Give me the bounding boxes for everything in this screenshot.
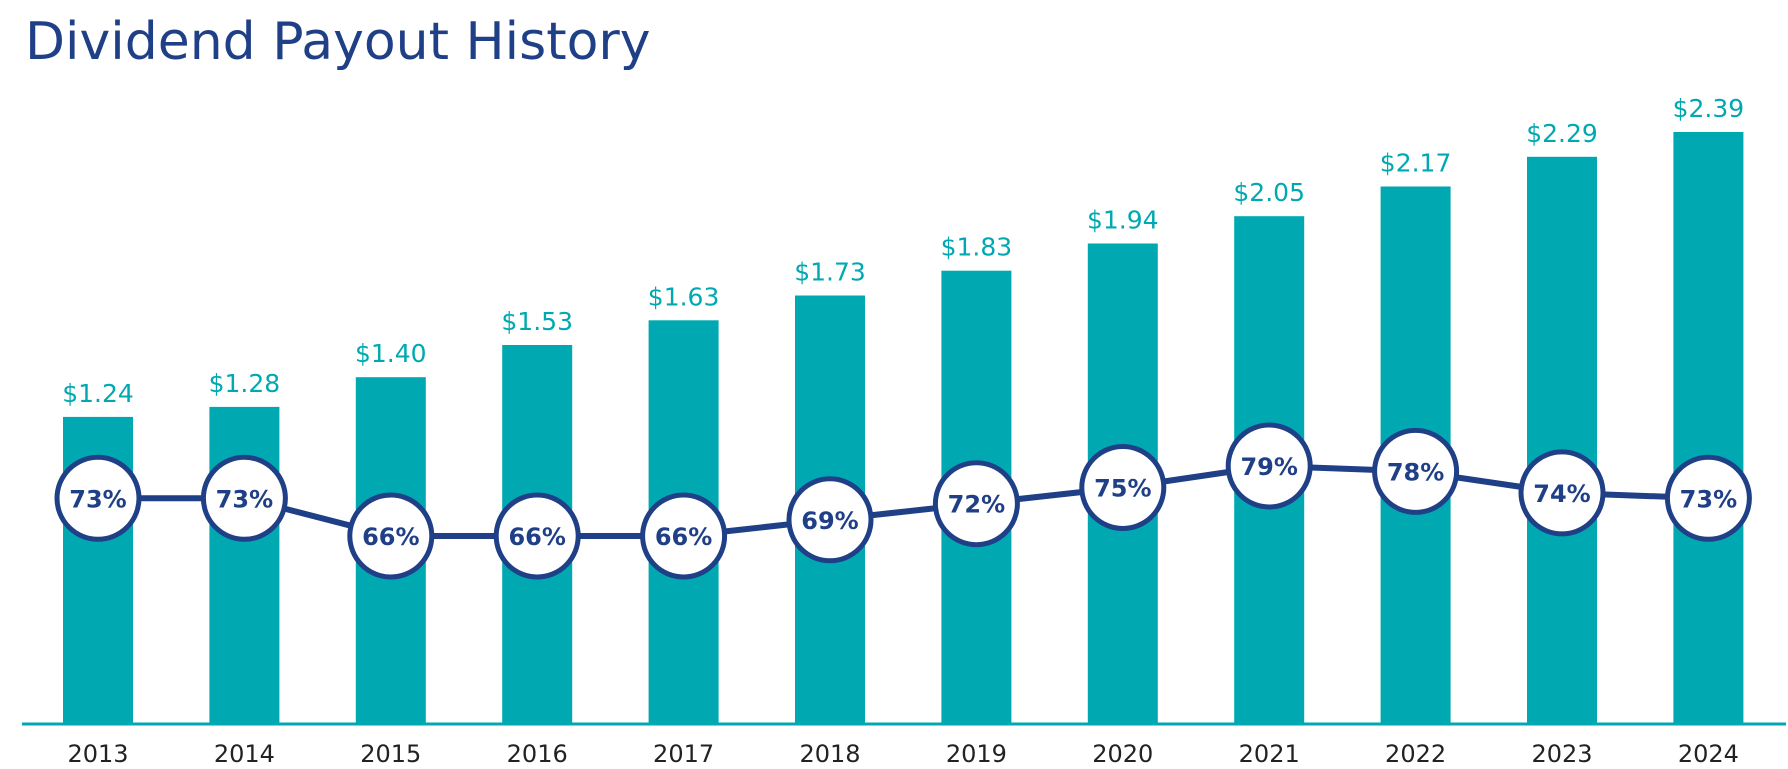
payout-marker-2018 xyxy=(786,476,874,564)
bars-group xyxy=(63,132,1744,725)
x-tick-label-2014: 2014 xyxy=(214,740,275,768)
payout-ratio-group: 73% 73% 66% 66% 66% 69% 72% 75% 79% 78% 74% 73% xyxy=(54,422,1752,580)
payout-label-2019: 72% xyxy=(948,491,1005,519)
x-tick-labels-group: 2013 2014 2015 2016 2017 2018 2019 2020 2021 2022… xyxy=(67,740,1738,768)
x-tick-label-2015: 2015 xyxy=(360,740,421,768)
value-label-2020: $1.94 xyxy=(1087,206,1159,235)
payout-label-2017: 66% xyxy=(655,523,712,551)
bar-2014 xyxy=(209,406,280,724)
value-label-2024: $2.39 xyxy=(1673,94,1745,123)
value-label-2018: $1.73 xyxy=(794,258,866,287)
payout-label-2014: 73% xyxy=(216,485,273,513)
x-tick-label-2013: 2013 xyxy=(67,740,128,768)
payout-marker-2013 xyxy=(54,454,142,542)
payout-marker-2016 xyxy=(493,492,581,580)
x-tick-label-2023: 2023 xyxy=(1531,740,1592,768)
value-label-2013: $1.24 xyxy=(62,379,134,408)
payout-label-2022: 78% xyxy=(1387,458,1444,486)
payout-label-2016: 66% xyxy=(508,523,565,551)
payout-label-2021: 79% xyxy=(1240,453,1297,481)
payout-marker-2020 xyxy=(1079,444,1167,531)
value-label-2022: $2.17 xyxy=(1380,149,1452,178)
payout-label-2023: 74% xyxy=(1533,480,1590,508)
payout-marker-2021 xyxy=(1225,422,1313,510)
payout-label-2013: 73% xyxy=(69,485,126,513)
payout-marker-2014 xyxy=(200,454,288,542)
chart-title: Dividend Payout History xyxy=(25,12,651,72)
value-label-2016: $1.53 xyxy=(501,307,573,336)
payout-label-2020: 75% xyxy=(1094,475,1151,503)
payout-marker-2022 xyxy=(1372,427,1460,515)
payout-label-2024: 73% xyxy=(1680,485,1737,513)
x-tick-label-2018: 2018 xyxy=(799,740,860,768)
payout-marker-2019 xyxy=(932,460,1020,548)
payout-ratio-line xyxy=(98,463,1709,539)
payout-marker-2024 xyxy=(1664,454,1752,542)
x-tick-label-2019: 2019 xyxy=(946,740,1007,768)
value-label-2019: $1.83 xyxy=(941,233,1013,262)
value-label-2015: $1.40 xyxy=(355,339,427,368)
value-label-2014: $1.28 xyxy=(209,369,281,398)
x-tick-label-2022: 2022 xyxy=(1385,740,1446,768)
x-tick-label-2024: 2024 xyxy=(1678,740,1739,768)
x-tick-label-2020: 2020 xyxy=(1092,740,1153,768)
payout-label-2018: 69% xyxy=(801,507,858,535)
x-tick-label-2016: 2016 xyxy=(507,740,568,768)
bar-2024 xyxy=(1673,132,1744,724)
payout-marker-2017 xyxy=(640,492,728,580)
bar-2023 xyxy=(1527,156,1597,725)
x-tick-label-2021: 2021 xyxy=(1239,740,1300,768)
payout-label-2015: 66% xyxy=(362,523,419,551)
value-labels-group: $1.24 $1.28 $1.40 $1.53 $1.63 $1.73 $1.83 $1.94… xyxy=(62,94,1744,408)
payout-marker-2015 xyxy=(347,492,435,580)
x-tick-label-2017: 2017 xyxy=(653,740,714,768)
value-label-2017: $1.63 xyxy=(648,282,720,311)
value-label-2023: $2.29 xyxy=(1526,119,1598,148)
value-label-2021: $2.05 xyxy=(1233,178,1305,207)
payout-marker-2023 xyxy=(1518,449,1606,537)
